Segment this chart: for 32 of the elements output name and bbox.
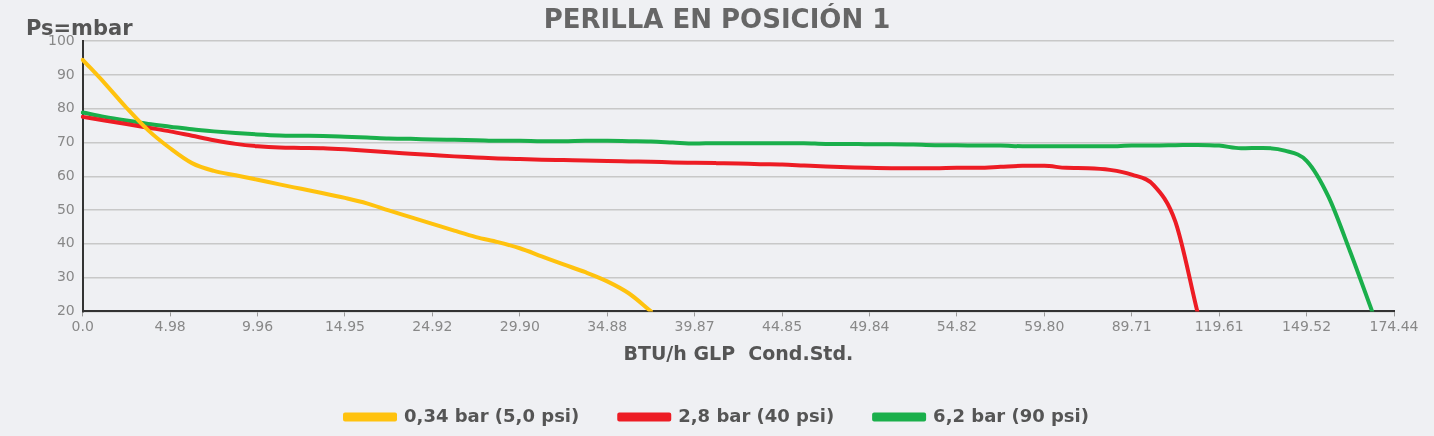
x-tick-label: 4.98 <box>154 318 186 335</box>
x-tick-label: 119.61 <box>1194 318 1244 335</box>
x-tick-label: 39.87 <box>674 318 715 335</box>
y-tick-label: 50 <box>56 200 75 217</box>
x-tick-label: 89.71 <box>1111 318 1152 335</box>
y-tick-label: 40 <box>56 234 75 251</box>
x-tick-label: 54.82 <box>936 318 977 335</box>
y-tick-label: 90 <box>56 65 75 82</box>
x-tick-label: 9.96 <box>241 318 274 335</box>
x-tick-label: 59.80 <box>1024 318 1065 335</box>
x-tick-label: 149.52 <box>1282 318 1332 335</box>
legend-label: 6,2 bar (90 psi) <box>933 404 1089 426</box>
x-tick-label: 44.85 <box>762 318 803 335</box>
y-tick-label: 80 <box>56 99 75 116</box>
x-tick-label: 14.95 <box>324 318 366 335</box>
legend-label: 0,34 bar (5,0 psi) <box>404 404 580 426</box>
chart-title: PERILLA EN POSICIÓN 1 <box>543 3 891 35</box>
line-series <box>80 110 1375 312</box>
line-series <box>80 57 653 312</box>
x-tick-label: 0.0 <box>71 318 94 335</box>
y-tick-label: 70 <box>56 133 75 150</box>
x-axis-title: BTU/h GLP Cond.Std. <box>623 341 854 364</box>
legend-label: 2,8 bar (40 psi) <box>678 404 835 426</box>
y-tick-label: 60 <box>56 166 75 183</box>
x-tick-label: 49.84 <box>849 318 890 335</box>
x-tick-label: 29.90 <box>499 318 540 335</box>
x-tick-label: 34.88 <box>587 318 628 335</box>
y-tick-label: 30 <box>56 268 75 285</box>
x-tick-label: 24.92 <box>412 318 453 335</box>
line-series <box>80 114 1200 312</box>
x-tick-label: 174.44 <box>1369 318 1419 335</box>
y-tick-label: 20 <box>56 302 75 319</box>
